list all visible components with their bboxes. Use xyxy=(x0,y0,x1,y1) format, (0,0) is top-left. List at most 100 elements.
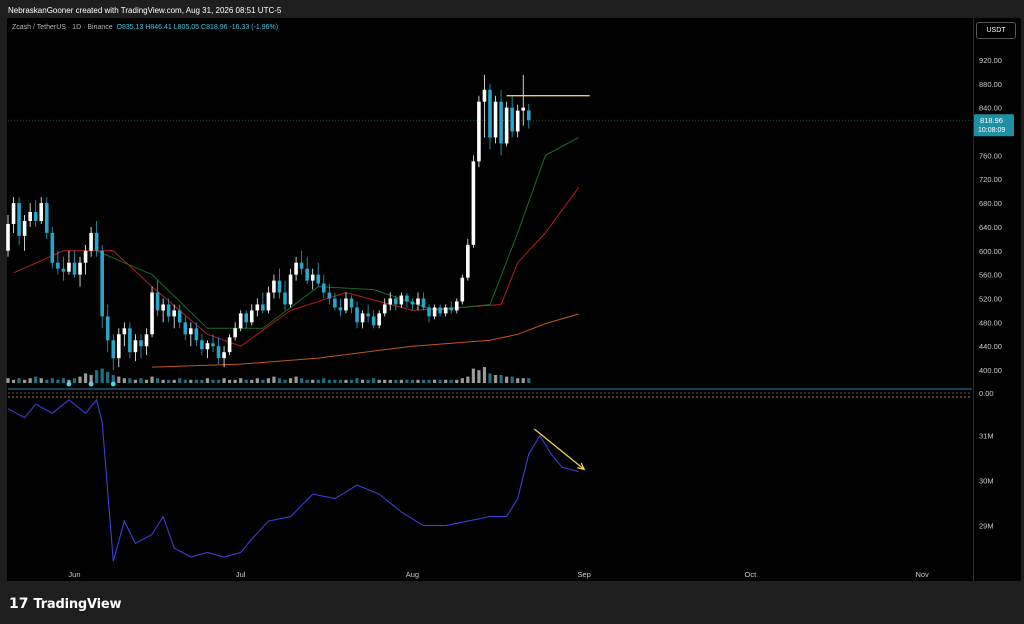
volume-bar xyxy=(493,375,498,383)
candle-body xyxy=(305,268,309,281)
volume-bar xyxy=(527,378,531,383)
volume-bar xyxy=(139,378,143,383)
candle-body xyxy=(50,232,55,263)
candle-body xyxy=(11,203,16,224)
dividend-marker-icon xyxy=(66,381,72,387)
candle-body xyxy=(177,310,182,323)
volume-bar xyxy=(516,378,520,383)
price-scale[interactable] xyxy=(973,18,1021,581)
candle-body xyxy=(521,107,526,111)
volume-bar xyxy=(39,378,43,383)
symbol-title: Zcash / TetherUS · 1D · Binance xyxy=(12,24,113,31)
candle-body xyxy=(349,298,354,308)
time-tick-label: Oct xyxy=(745,570,758,579)
volume-bar xyxy=(144,379,149,383)
volume-bar xyxy=(266,378,270,383)
candle-body xyxy=(205,343,210,350)
volume-bar xyxy=(505,376,509,383)
volume-bar xyxy=(316,379,320,383)
volume-bar xyxy=(272,376,276,383)
price-tick-label: 680.00 xyxy=(979,199,1002,208)
volume-bar xyxy=(261,379,265,383)
price-tick-label: 440.00 xyxy=(979,342,1002,351)
volume-bar xyxy=(444,379,448,383)
candle-body xyxy=(477,101,481,162)
close-value: C818.96 xyxy=(201,24,228,31)
price-axis-labels: 400.00 440.00 480.00 520.00 560.00 600.00 640.… xyxy=(974,56,1014,531)
candle-body xyxy=(377,313,381,326)
volume-bar xyxy=(438,379,442,383)
candle-body xyxy=(122,328,127,335)
volume-bar xyxy=(133,379,138,383)
candle-body xyxy=(222,352,226,359)
candle-body xyxy=(150,292,154,335)
volume-bar xyxy=(150,376,154,383)
volume-bar xyxy=(205,378,210,383)
volume-bar xyxy=(167,379,171,383)
volume-bar xyxy=(300,378,304,383)
price-tag xyxy=(974,114,1014,137)
price-tag-countdown: 10:08:09 xyxy=(978,127,1005,134)
currency-button[interactable]: USDT xyxy=(976,22,1016,39)
price-tick-label: 840.00 xyxy=(979,104,1002,113)
candle-body xyxy=(499,101,503,144)
candle-body xyxy=(510,107,514,132)
volume-bar xyxy=(172,379,176,383)
candle-body xyxy=(482,89,487,102)
candle-body xyxy=(139,340,143,347)
volume-bar xyxy=(200,379,204,383)
candle-body xyxy=(189,328,193,335)
candle-body xyxy=(277,280,282,293)
volume-bar xyxy=(521,378,525,383)
candle-body xyxy=(6,223,10,251)
volume-bar xyxy=(305,379,309,383)
candle-body xyxy=(133,340,138,353)
osc-tick-label: 30M xyxy=(979,477,994,486)
volume-bar xyxy=(277,378,282,383)
volume-bar xyxy=(510,376,514,383)
candle-body xyxy=(421,298,426,308)
candle-body xyxy=(22,220,27,236)
volume-bar xyxy=(216,379,221,383)
symbol-legend: Zcash / TetherUS · 1D · Binance O835.13 … xyxy=(12,24,278,31)
candle-body xyxy=(83,250,88,263)
volume-bar xyxy=(488,373,492,383)
candle-body xyxy=(61,268,66,272)
candle-body xyxy=(56,262,60,269)
volume-bar xyxy=(128,378,132,383)
volume-bar xyxy=(432,379,437,383)
price-tick-label: 520.00 xyxy=(979,295,1002,304)
volume-bar xyxy=(421,379,426,383)
candle-body xyxy=(427,307,431,317)
candle-body xyxy=(294,262,298,275)
volume-bar xyxy=(28,378,32,383)
volume-bar xyxy=(366,379,370,383)
oscillator-pane xyxy=(7,398,586,562)
volume-bar xyxy=(288,378,293,383)
candle-body xyxy=(288,274,293,305)
candle-body xyxy=(72,262,77,275)
candle-body xyxy=(432,307,437,317)
osc-tick-label: 29M xyxy=(979,522,994,531)
candle-body xyxy=(233,328,237,338)
candle-body xyxy=(449,307,454,311)
sma-slow-line xyxy=(151,313,579,368)
candle-body xyxy=(327,292,332,299)
volume-bar xyxy=(427,379,431,383)
volume-bar xyxy=(311,379,315,383)
candle-body xyxy=(283,292,287,305)
trend-arrow-head xyxy=(577,462,586,471)
candle-body xyxy=(105,316,110,341)
candle-body xyxy=(78,262,82,275)
candle-body xyxy=(371,316,376,326)
price-tick-label: 880.00 xyxy=(979,80,1002,89)
volume-bar xyxy=(360,379,365,383)
volume-bar xyxy=(178,378,182,383)
price-tick-label: 720.00 xyxy=(979,175,1002,184)
volume-bar xyxy=(155,378,160,383)
candle-body xyxy=(67,262,71,272)
candle-body xyxy=(399,295,404,305)
candle-body xyxy=(39,203,44,221)
volume-bar xyxy=(283,379,287,383)
